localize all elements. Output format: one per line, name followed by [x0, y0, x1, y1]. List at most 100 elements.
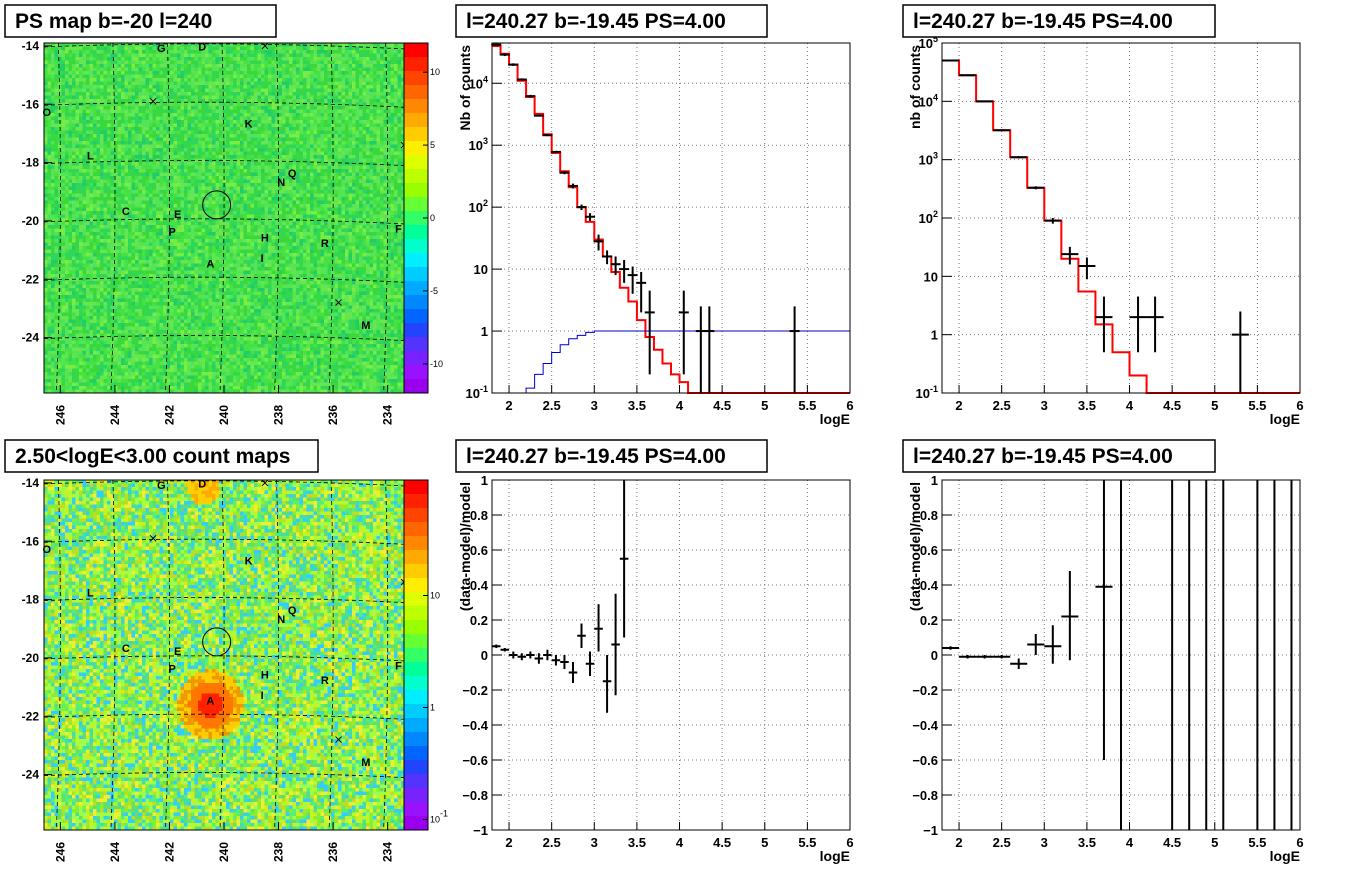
y-tick-label: 0 — [931, 648, 938, 663]
y-tick-label: −1 — [473, 823, 488, 838]
y-tick-label: −0.8 — [912, 788, 938, 803]
colorbar-tick-label: 0 — [430, 213, 435, 223]
x-tick-label: 5.5 — [1248, 835, 1266, 850]
x-tick-label: 2 — [505, 398, 512, 413]
x-tick-label: 246 — [53, 842, 67, 862]
y-tick-label: −1 — [923, 823, 938, 838]
grid-lines — [942, 43, 1300, 393]
data-point — [1147, 297, 1164, 353]
y-tick-label: −0.8 — [462, 788, 488, 803]
y-axis-label: (data-model)/model — [907, 482, 923, 611]
data-point — [542, 134, 552, 136]
heatmap-pixels — [44, 480, 405, 830]
y-tick-label: 1 — [931, 328, 938, 343]
y-tick-label: −0.6 — [912, 753, 938, 768]
y-tick-label: -14 — [22, 476, 40, 490]
data-point — [1010, 156, 1027, 158]
y-tick-label: 0 — [481, 648, 488, 663]
source-label: F — [395, 224, 402, 236]
colorbar-tick-label: -5 — [430, 286, 438, 296]
y-tick-label: 0.2 — [470, 613, 488, 628]
x-tick-label: 2 — [505, 835, 512, 850]
residual-point — [586, 652, 595, 677]
data-point — [976, 101, 993, 102]
source-label: H — [261, 232, 269, 244]
data-point — [517, 78, 527, 80]
x-tick-label: 246 — [53, 405, 67, 425]
x-tick-label: 5.5 — [798, 398, 816, 413]
colorbar-tick-label: 10-1 — [430, 809, 448, 825]
x-tick-label: 4 — [1126, 398, 1134, 413]
residual-point — [1061, 571, 1078, 660]
y-tick-label: -16 — [22, 534, 40, 548]
source-label: Q — [288, 168, 297, 180]
y-tick-label: 103 — [919, 151, 938, 168]
source-label: P — [169, 664, 176, 676]
x-tick-label: 4 — [676, 398, 684, 413]
y-tick-label: 10-1 — [466, 384, 488, 401]
source-label: F — [395, 661, 402, 673]
x-tick-label: 4.5 — [713, 398, 731, 413]
x-tick-label: 2 — [955, 835, 962, 850]
y-tick-label: 1 — [481, 473, 488, 488]
source-label: A — [206, 696, 214, 708]
data-point — [551, 151, 561, 153]
data-point — [491, 43, 501, 46]
x-axis-label: logE — [820, 411, 850, 427]
x-tick-label: 2.5 — [993, 835, 1011, 850]
y-axis-label: nb of counts — [907, 45, 923, 129]
x-tick-label: 240 — [217, 842, 231, 862]
residual-point — [509, 652, 518, 659]
source-label: K — [245, 119, 253, 131]
data-point — [525, 95, 535, 98]
residual-point — [959, 655, 976, 659]
x-tick-label: 5 — [1211, 398, 1218, 413]
residual-point — [942, 646, 959, 650]
colorbar-tick-label: 5 — [430, 140, 435, 150]
data-point — [1044, 218, 1061, 224]
y-tick-label: −0.2 — [462, 683, 488, 698]
data-point — [704, 306, 714, 393]
model-histogram — [942, 61, 1300, 393]
y-tick-label: 1 — [481, 324, 488, 339]
source-label: A — [206, 259, 214, 271]
x-tick-label: 2.5 — [993, 398, 1011, 413]
y-tick-label: -16 — [22, 97, 40, 111]
x-tick-label: 3 — [1041, 835, 1048, 850]
residual-point — [1095, 480, 1112, 760]
colorbar-tick-label: -10 — [430, 359, 443, 369]
data-point — [942, 60, 959, 61]
x-tick-label: 236 — [326, 842, 340, 862]
colorbar: 10 5 0 -5 -10 — [404, 43, 443, 394]
x-tick-label: 244 — [108, 405, 122, 425]
panel-title: l=240.27 b=-19.45 PS=4.00 — [456, 440, 767, 472]
source-label: D — [198, 41, 206, 53]
data-point — [1232, 311, 1249, 393]
data-point — [1027, 186, 1044, 189]
x-tick-label: 3.5 — [628, 835, 646, 850]
colorbar-tick-label: 10 — [430, 67, 440, 77]
y-tick-label: 10 — [924, 269, 938, 284]
source-label: O — [42, 544, 51, 556]
efficiency-curve — [492, 331, 850, 393]
colorbar-tick-label: 1 — [430, 703, 435, 713]
y-tick-label: -20 — [22, 651, 40, 665]
source-label: E — [174, 209, 181, 221]
x-tick-label: 4 — [1126, 835, 1134, 850]
residual-point — [543, 650, 552, 661]
x-axis-label: logE — [1270, 411, 1300, 427]
panel-title: l=240.27 b=-19.45 PS=4.00 — [903, 440, 1215, 472]
source-label: M — [361, 320, 370, 332]
y-tick-label: -18 — [22, 156, 40, 170]
source-label: M — [361, 757, 370, 769]
x-tick-label: 242 — [162, 405, 176, 425]
source-label: Q — [288, 605, 297, 617]
source-label: G — [157, 480, 166, 492]
x-tick-label: 5.5 — [1248, 398, 1266, 413]
